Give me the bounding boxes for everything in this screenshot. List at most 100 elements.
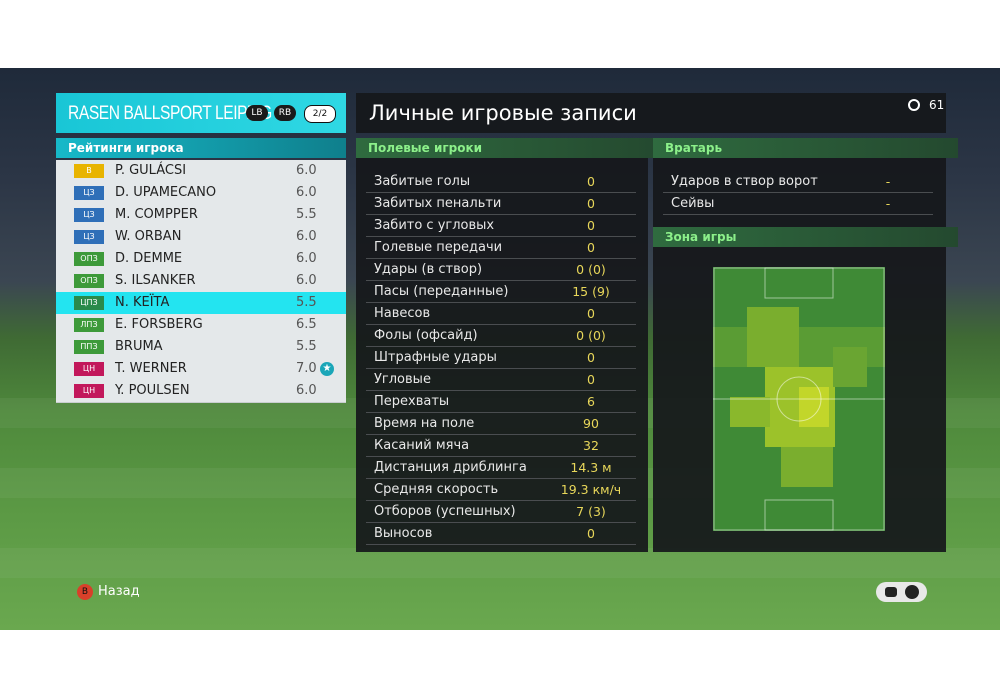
heat-cell <box>730 397 770 427</box>
field-header: Полевые игроки <box>356 138 660 158</box>
back-label[interactable]: Назад <box>98 584 140 599</box>
title-bar: Личные игровые записи 61 <box>356 93 946 133</box>
player-rating: 6.0 <box>296 251 317 266</box>
stat-value: 0 <box>587 218 595 233</box>
player-row[interactable]: ЦЗ M. COMPPER 5.5 <box>56 204 346 227</box>
position-badge: ОПЗ <box>74 274 104 288</box>
page-title: Личные игровые записи <box>369 101 637 125</box>
stat-label: Средняя скорость <box>374 482 499 497</box>
stat-label: Голевые передачи <box>374 240 503 255</box>
player-name: M. COMPPER <box>115 207 198 222</box>
gk-panel: Вратарь Ударов в створ ворот - Сейвы - Зона… <box>653 138 958 552</box>
stat-value: 0 <box>587 174 595 189</box>
stat-value: 7 (3) <box>576 504 606 519</box>
player-name: W. ORBAN <box>115 229 182 244</box>
stat-label: Удары (в створ) <box>374 262 483 277</box>
stat-label: Отборов (успешных) <box>374 504 516 519</box>
player-name: E. FORSBERG <box>115 317 203 332</box>
player-rating: 6.0 <box>296 185 317 200</box>
stat-value: 6 <box>587 394 595 409</box>
heat-cell <box>747 307 799 367</box>
stat-row: Время на поле 90 <box>366 412 636 435</box>
player-rating: 5.5 <box>296 339 317 354</box>
stat-row: Штрафные удары 0 <box>366 346 636 369</box>
player-row[interactable]: ЦН Y. POULSEN 6.0 <box>56 380 346 403</box>
stat-label: Выносов <box>374 526 433 541</box>
player-name: BRUMA <box>115 339 163 354</box>
player-row[interactable]: ЛПЗ E. FORSBERG 6.5 <box>56 314 346 337</box>
stat-row: Средняя скорость 19.3 км/ч <box>366 478 636 501</box>
page-indicator: 2/2 <box>304 105 336 123</box>
stat-value: 0 (0) <box>576 262 606 277</box>
stat-label: Касаний мяча <box>374 438 470 453</box>
b-button[interactable]: B <box>77 584 93 600</box>
stat-label: Перехваты <box>374 394 450 409</box>
position-badge: ОПЗ <box>74 252 104 266</box>
stick-icon <box>905 585 919 599</box>
stat-label: Дистанция дриблинга <box>374 460 527 475</box>
star-icon: ★ <box>320 362 334 376</box>
player-rating: 6.0 <box>296 273 317 288</box>
stat-label: Забитых пенальти <box>374 196 502 211</box>
player-row[interactable]: ЦЗ D. UPAMECANO 6.0 <box>56 182 346 205</box>
stat-value: 0 <box>587 306 595 321</box>
stat-label: Навесов <box>374 306 431 321</box>
stat-value: 90 <box>583 416 599 431</box>
stat-value: 0 (0) <box>576 328 606 343</box>
player-row[interactable]: ОПЗ D. DEMME 6.0 <box>56 248 346 271</box>
position-badge: ЦН <box>74 384 104 398</box>
stat-value: 32 <box>583 438 599 453</box>
stat-label: Сейвы <box>671 196 715 211</box>
player-name: D. UPAMECANO <box>115 185 217 200</box>
stat-value: 0 <box>587 526 595 541</box>
position-badge: В <box>74 164 104 178</box>
player-row[interactable]: ЦПЗ N. KEÏTA 5.5 <box>56 292 346 315</box>
lb-button[interactable]: LB <box>246 105 268 121</box>
clock-icon <box>908 99 920 111</box>
position-badge: ЦЗ <box>74 230 104 244</box>
position-badge: ППЗ <box>74 340 104 354</box>
stat-row: Забитых пенальти 0 <box>366 192 636 215</box>
stat-row: Дистанция дриблинга 14.3 м <box>366 456 636 479</box>
stat-row: Угловые 0 <box>366 368 636 391</box>
player-row[interactable]: ППЗ BRUMA 5.5 <box>56 336 346 359</box>
stat-value: 15 (9) <box>572 284 610 299</box>
stat-value: 19.3 км/ч <box>560 482 622 497</box>
player-rating: 5.5 <box>296 295 317 310</box>
position-badge: ЦЗ <box>74 186 104 200</box>
stat-row: Касаний мяча 32 <box>366 434 636 457</box>
stat-label: Пасы (переданные) <box>374 284 509 299</box>
timer: 61 <box>929 98 945 112</box>
pitch-lines <box>713 267 885 531</box>
player-row[interactable]: ОПЗ S. ILSANKER 6.0 <box>56 270 346 293</box>
heat-cell <box>833 347 867 387</box>
player-rating: 6.0 <box>296 163 317 178</box>
player-rating: 6.0 <box>296 383 317 398</box>
stat-row: Отборов (успешных) 7 (3) <box>366 500 636 523</box>
chat-icon <box>885 587 897 597</box>
heat-cell <box>781 447 833 487</box>
section-header: Рейтинги игрока <box>56 138 346 158</box>
stat-row: Фолы (офсайд) 0 (0) <box>366 324 636 347</box>
stat-row: Перехваты 6 <box>366 390 636 413</box>
gk-header: Вратарь <box>653 138 958 158</box>
stat-row: Выносов 0 <box>366 522 636 545</box>
rb-button[interactable]: RB <box>274 105 296 121</box>
stat-row: Голевые передачи 0 <box>366 236 636 259</box>
stat-value: - <box>885 174 891 189</box>
player-name: T. WERNER <box>115 361 187 376</box>
player-rating: 5.5 <box>296 207 317 222</box>
player-rating: 6.0 <box>296 229 317 244</box>
stat-row: Ударов в створ ворот - <box>663 170 933 193</box>
player-row[interactable]: В P. GULÁCSI 6.0 <box>56 160 346 183</box>
field-stats-panel: Полевые игроки Забитые голы 0 Забитых пена… <box>356 138 660 552</box>
player-row[interactable]: ЦЗ W. ORBAN 6.0 <box>56 226 346 249</box>
stat-row: Пасы (переданные) 15 (9) <box>366 280 636 303</box>
stat-label: Фолы (офсайд) <box>374 328 478 343</box>
player-row[interactable]: ЦН T. WERNER 7.0 ★ <box>56 358 346 381</box>
stat-label: Ударов в створ ворот <box>671 174 818 189</box>
player-rating: 6.5 <box>296 317 317 332</box>
chat-button[interactable] <box>876 582 927 602</box>
stat-row: Забито с угловых 0 <box>366 214 636 237</box>
